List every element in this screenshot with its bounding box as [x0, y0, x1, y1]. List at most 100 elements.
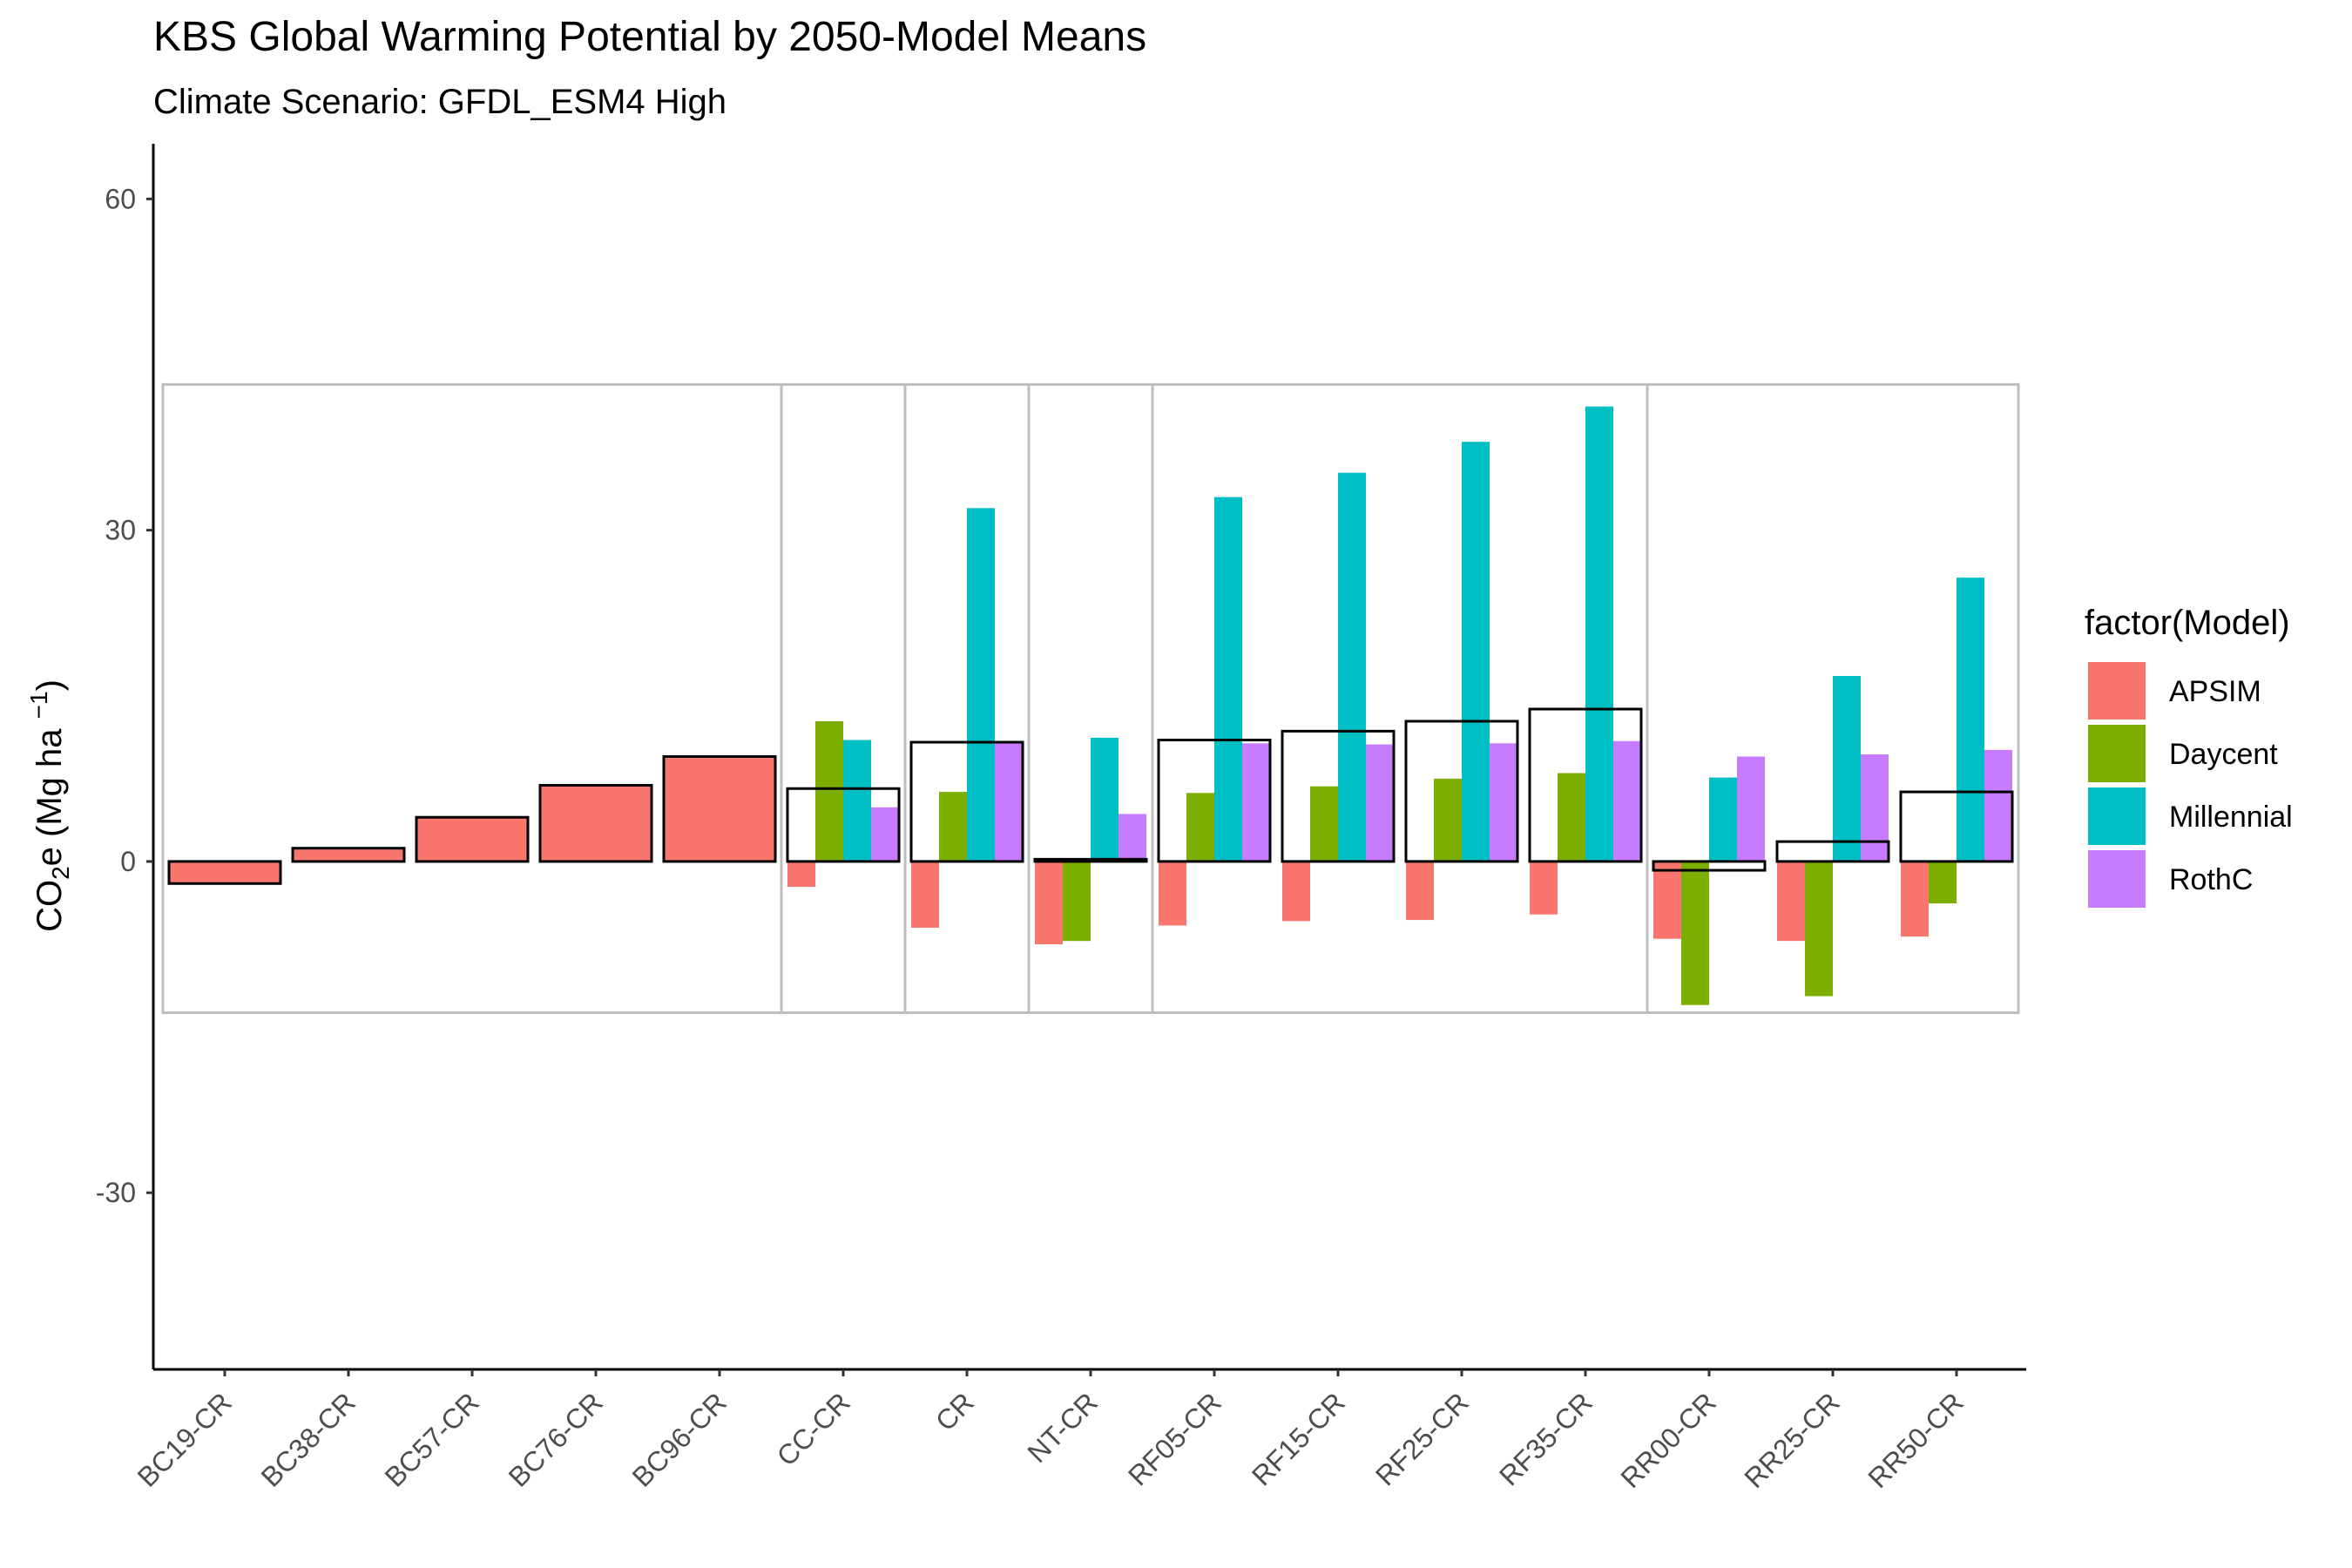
bar-cr-millennial — [967, 508, 995, 862]
bar-rr00-cr-apsim — [1653, 861, 1681, 939]
mean-box-cr — [909, 740, 1024, 863]
mean-box-rr00-cr — [1652, 860, 1767, 872]
bar-rf15-cr-rothc — [1366, 744, 1394, 862]
x-tick-label: CC-CR — [771, 1386, 856, 1471]
legend-swatch-rothc — [2088, 850, 2146, 908]
bar-rr50-cr-rothc — [1984, 749, 2012, 862]
y-axis-title-sup: −1 — [25, 691, 52, 719]
bar-rf25-cr-rothc — [1490, 743, 1517, 862]
bar-rr50-cr-millennial — [1957, 578, 1984, 862]
y-axis: 60 30 0 -30 — [96, 144, 155, 1369]
group-box-1 — [161, 382, 783, 1015]
bar-nt-cr-rothc — [1119, 814, 1146, 862]
bar-rf05-cr-daycent — [1186, 793, 1214, 862]
bar-bc76-cr-apsim — [540, 785, 652, 862]
bar-rf35-cr-rothc — [1613, 740, 1641, 862]
bars — [169, 406, 2012, 1005]
bar-rf25-cr-daycent — [1434, 778, 1462, 862]
mean-box-rf15-cr — [1281, 729, 1396, 863]
x-tick-label: RR00-CR — [1614, 1386, 1722, 1494]
mean-box-cc-cr — [786, 787, 901, 863]
bar-cc-cr-rothc — [871, 807, 899, 862]
mean-box-bc76-cr — [538, 783, 653, 863]
bar-bc96-cr-apsim — [664, 756, 775, 862]
x-tick-label: RF15-CR — [1246, 1386, 1351, 1491]
y-axis-title-end: ) — [30, 679, 69, 691]
x-axis: BC19-CR BC38-CR BC57-CR BC76-CR BC96-CR CC-CR… — [132, 1368, 2026, 1494]
mean-box-rf25-cr — [1404, 720, 1519, 863]
x-tick-label: BC96-CR — [626, 1386, 733, 1492]
group-box-2 — [780, 382, 907, 1015]
legend-swatch-apsim — [2088, 662, 2146, 720]
bar-rr00-cr-millennial — [1709, 777, 1737, 862]
legend-label-daycent: Daycent — [2169, 738, 2278, 771]
legend-swatch-daycent — [2088, 725, 2146, 782]
x-tick-label: NT-CR — [1021, 1386, 1104, 1469]
bar-cc-cr-daycent — [815, 720, 843, 862]
x-tick-label: BC38-CR — [255, 1386, 362, 1492]
mean-box-rr50-cr — [1899, 790, 2014, 863]
bar-rr25-cr-rothc — [1861, 754, 1889, 862]
bar-cr-daycent — [939, 792, 967, 862]
x-tick-label: RF25-CR — [1369, 1386, 1475, 1491]
mean-box-rr25-cr — [1775, 840, 1890, 863]
bar-bc19-cr-apsim — [169, 861, 280, 884]
legend-label-millennial: Millennial — [2169, 801, 2293, 834]
bar-cr-rothc — [995, 743, 1023, 862]
x-tick-label: RF35-CR — [1493, 1386, 1598, 1491]
legend-label-rothc: RothC — [2169, 863, 2253, 896]
bar-rr25-cr-millennial — [1833, 675, 1861, 862]
y-tick-label: -30 — [96, 1177, 136, 1208]
group-boxes — [161, 382, 2020, 1015]
bar-rf15-cr-daycent — [1310, 786, 1338, 862]
bar-nt-cr-apsim — [1035, 861, 1063, 944]
legend-title: factor(Model) — [2085, 604, 2290, 642]
x-tick-label: BC76-CR — [503, 1386, 609, 1492]
x-tick-label: RR50-CR — [1862, 1386, 1970, 1494]
bar-rr50-cr-daycent — [1929, 861, 1957, 904]
chart-subtitle: Climate Scenario: GFDL_ESM4 High — [153, 83, 727, 121]
bar-rr00-cr-rothc — [1737, 756, 1765, 862]
bar-rf05-cr-millennial — [1214, 497, 1242, 862]
y-tick-label: 30 — [105, 515, 136, 546]
bar-cr-apsim — [911, 861, 939, 928]
mean-box-bc19-cr — [167, 860, 282, 885]
group-box-6 — [1646, 382, 2020, 1015]
y-tick-label: 60 — [105, 183, 136, 214]
y-axis-title-mid: e (Mg ha — [30, 719, 69, 866]
x-tick-label: RR25-CR — [1738, 1386, 1846, 1494]
bar-rr00-cr-daycent — [1681, 861, 1709, 1005]
bar-nt-cr-millennial — [1091, 737, 1119, 862]
bar-rf15-cr-millennial — [1338, 472, 1366, 862]
bar-rf35-cr-daycent — [1558, 773, 1585, 862]
mean-box-rf35-cr — [1528, 707, 1643, 863]
bar-nt-cr-daycent — [1063, 861, 1091, 942]
mean-box-bc38-cr — [291, 847, 406, 863]
y-axis-title: CO2e (Mg ha −1) — [25, 679, 74, 932]
bar-bc57-cr-apsim — [416, 817, 528, 862]
bar-rr50-cr-apsim — [1901, 861, 1929, 937]
mean-box-rf05-cr — [1157, 738, 1272, 863]
x-tick-label: BC19-CR — [132, 1386, 238, 1492]
bar-rf35-cr-millennial — [1585, 406, 1613, 862]
bar-rf05-cr-rothc — [1242, 743, 1270, 862]
bar-rf25-cr-apsim — [1406, 861, 1434, 921]
bar-cc-cr-apsim — [787, 861, 815, 888]
bar-bc38-cr-apsim — [293, 848, 404, 862]
bar-rr25-cr-daycent — [1805, 861, 1833, 997]
legend-swatch-millennial — [2088, 787, 2146, 845]
bar-rf15-cr-apsim — [1282, 861, 1310, 922]
x-tick-label: CR — [929, 1386, 980, 1436]
bar-rf25-cr-millennial — [1462, 442, 1490, 862]
mean-boxes — [167, 707, 2014, 885]
mean-box-bc57-cr — [415, 815, 530, 863]
y-axis-title-sub: 2 — [47, 866, 74, 880]
legend-label-apsim: APSIM — [2169, 675, 2261, 708]
legend: factor(Model) APSIM Daycent Millennial Roth… — [2085, 604, 2293, 908]
bar-cc-cr-millennial — [843, 740, 871, 862]
chart-title: KBS Global Warming Potential by 2050-Mod… — [153, 14, 1146, 60]
bar-rr25-cr-apsim — [1777, 861, 1805, 942]
bar-rf05-cr-apsim — [1159, 861, 1186, 926]
mean-box-nt-cr — [1033, 857, 1148, 863]
